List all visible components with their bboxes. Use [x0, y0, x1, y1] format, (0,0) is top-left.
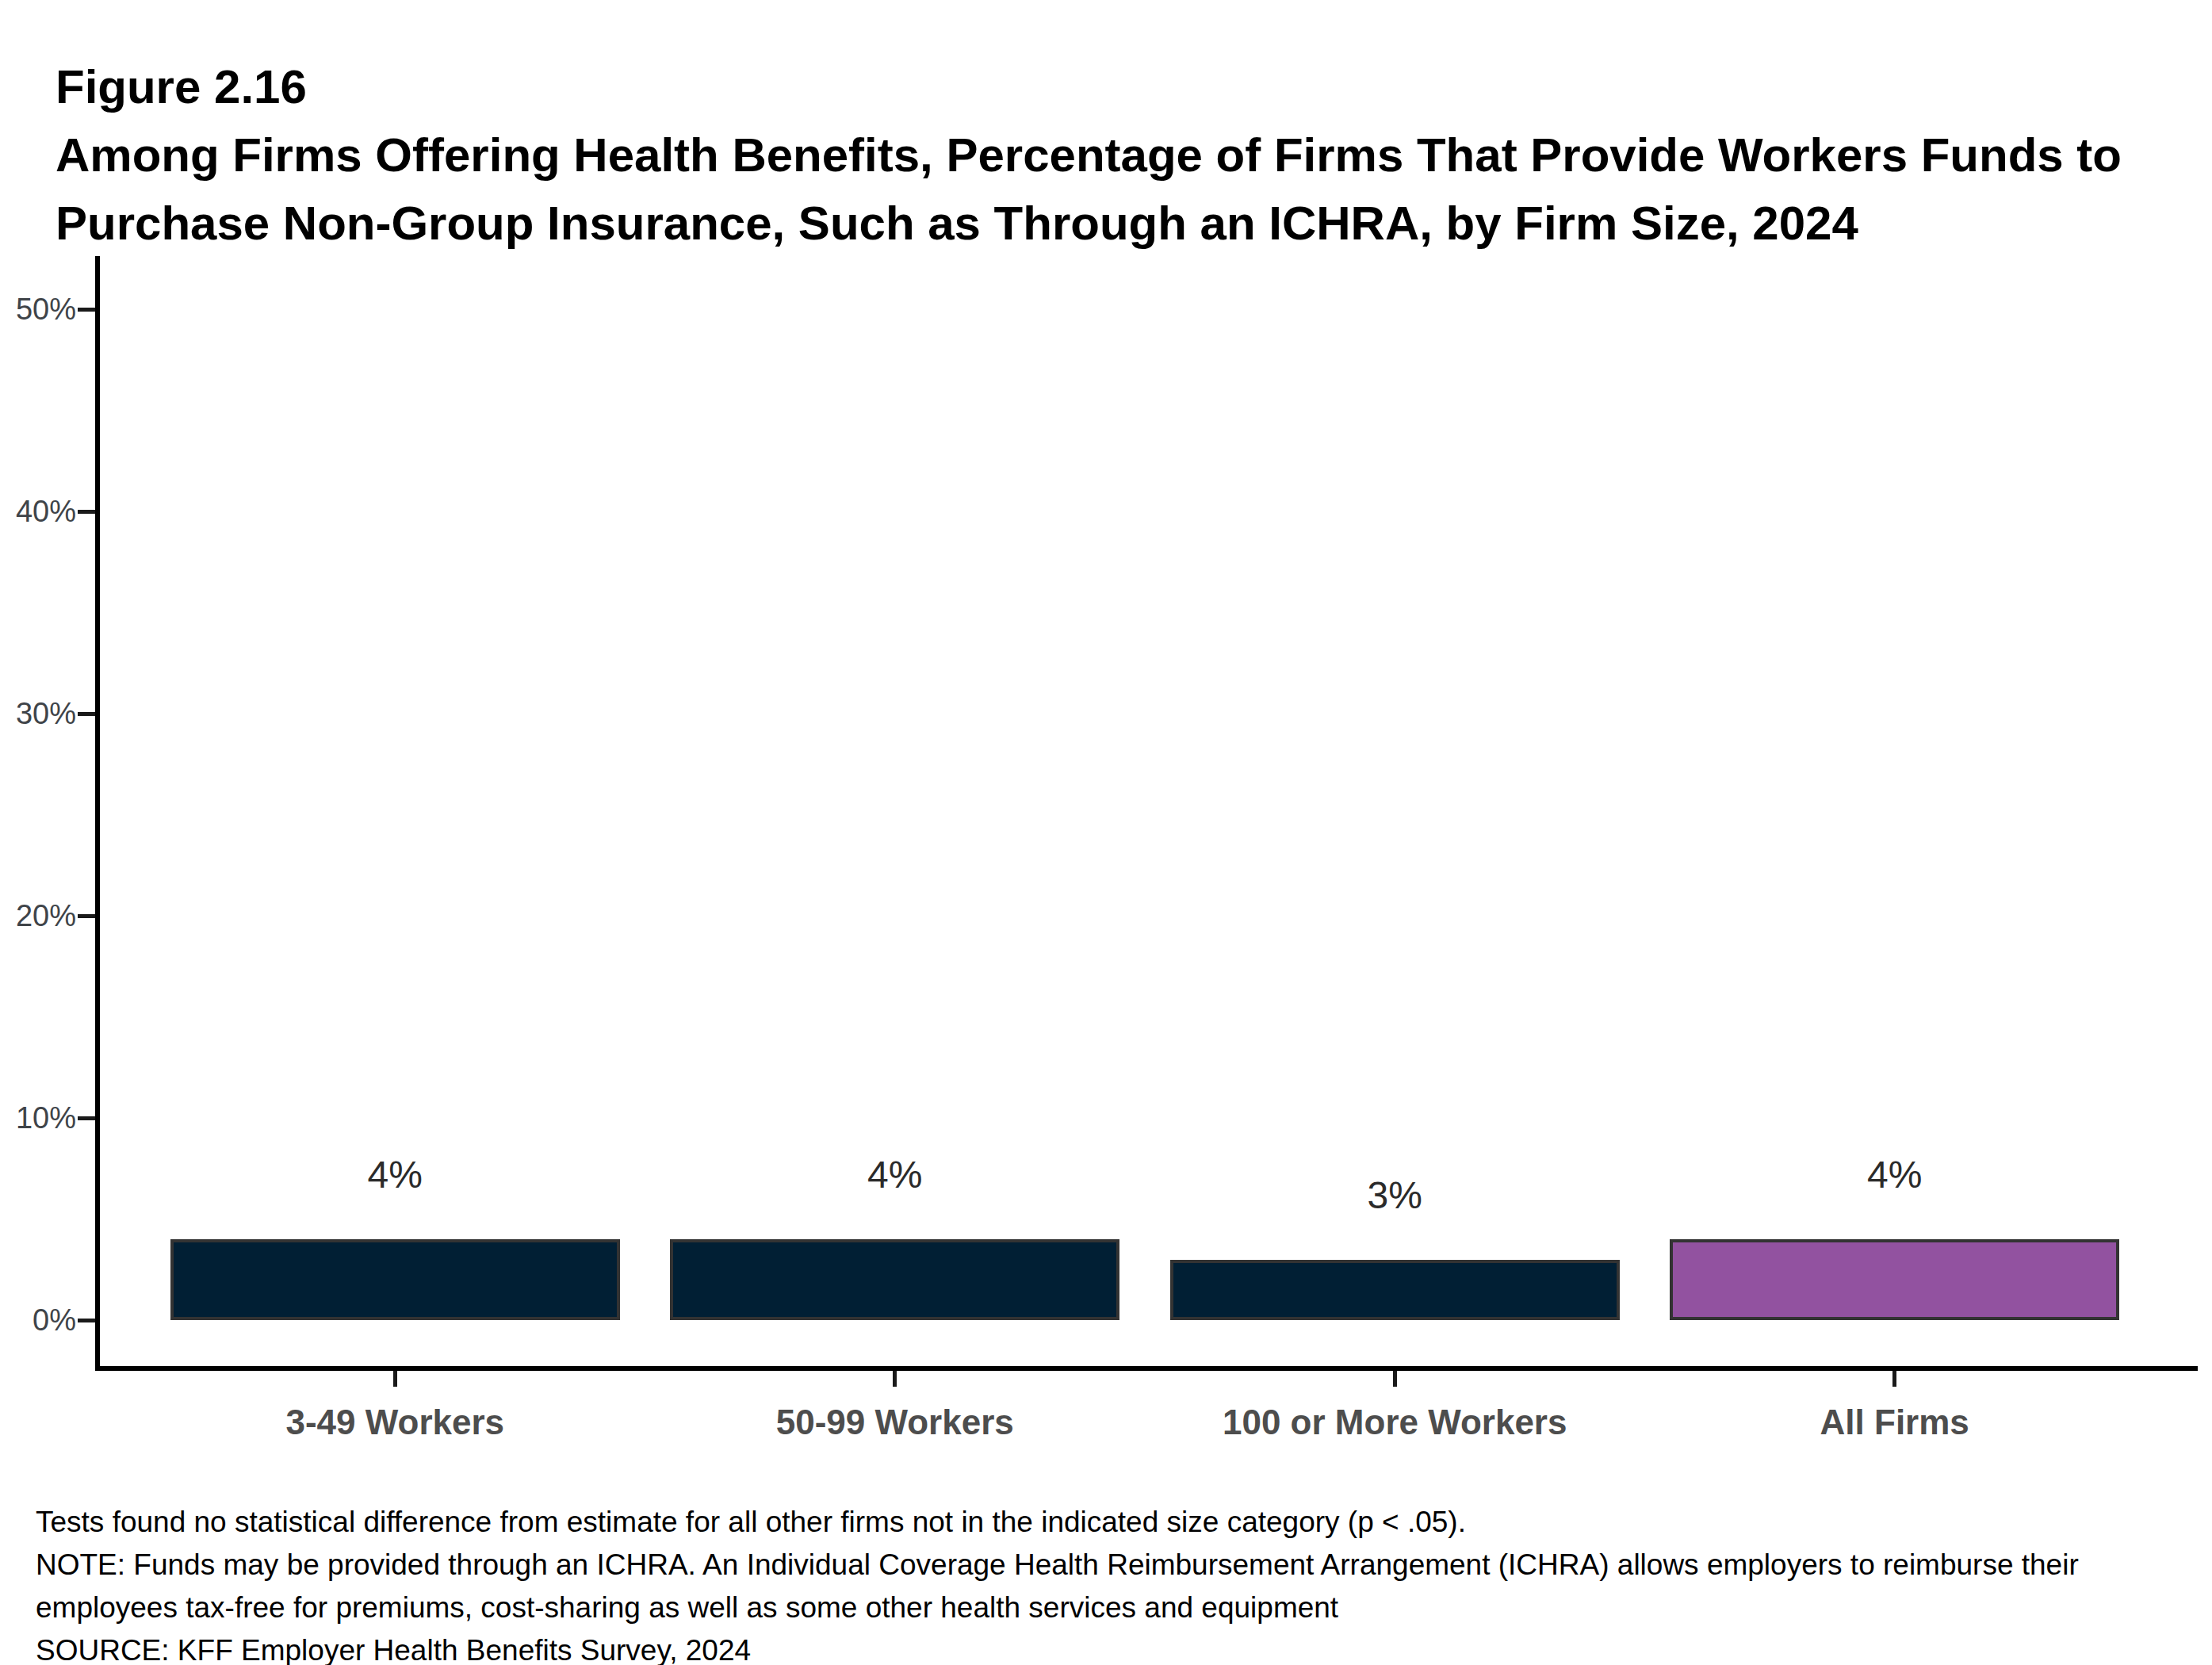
bar-chart: 0% 10% 20% 30% 40% 50% 4% 3-49 Workers 4% 50-99 W…: [0, 0, 2212, 1665]
y-axis-tick: [78, 1319, 95, 1322]
bar-3-49-workers: [170, 1239, 620, 1320]
x-axis-tick-50-99-workers: [893, 1371, 897, 1387]
bar-value-label-3-49-workers: 4%: [276, 1154, 514, 1196]
bar-all-firms: [1670, 1239, 2119, 1320]
x-axis-tick-3-49-workers: [393, 1371, 397, 1387]
y-axis-tick-label: 40%: [0, 494, 76, 529]
footnote-source: SOURCE: KFF Employer Health Benefits Sur…: [36, 1629, 2192, 1665]
x-axis-label-50-99-workers: 50-99 Workers: [633, 1402, 1158, 1443]
bar-value-label-50-99-workers: 4%: [776, 1154, 1014, 1196]
x-axis-label-all-firms: All Firms: [1632, 1402, 2157, 1443]
y-axis-line: [95, 256, 100, 1371]
y-axis-tick: [78, 1116, 95, 1120]
x-axis-label-100-or-more-workers: 100 or More Workers: [1132, 1402, 1657, 1443]
y-axis-tick: [78, 308, 95, 312]
y-axis-tick: [78, 510, 95, 514]
y-axis-tick-label: 30%: [0, 696, 76, 731]
y-axis-tick: [78, 712, 95, 716]
footnote-stat-test: Tests found no statistical difference fr…: [36, 1501, 2192, 1544]
footnotes: Tests found no statistical difference fr…: [36, 1501, 2192, 1665]
x-axis-line: [95, 1366, 2198, 1371]
x-axis-label-3-49-workers: 3-49 Workers: [132, 1402, 657, 1443]
y-axis-tick-label: 0%: [0, 1303, 76, 1338]
bar-value-label-100-or-more-workers: 3%: [1276, 1175, 1514, 1216]
bar-100-or-more-workers: [1170, 1260, 1620, 1321]
y-axis-tick-label: 10%: [0, 1100, 76, 1135]
y-axis-tick-label: 20%: [0, 898, 76, 933]
footnote-note-line-1: NOTE: Funds may be provided through an I…: [36, 1544, 2192, 1587]
bar-50-99-workers: [670, 1239, 1119, 1320]
bar-value-label-all-firms: 4%: [1776, 1154, 2014, 1196]
x-axis-tick-100-or-more-workers: [1393, 1371, 1397, 1387]
y-axis-tick: [78, 914, 95, 918]
footnote-note-line-2: employees tax-free for premiums, cost-sh…: [36, 1587, 2192, 1629]
figure-page: Figure 2.16 Among Firms Offering Health …: [0, 0, 2212, 1665]
x-axis-tick-all-firms: [1892, 1371, 1896, 1387]
y-axis-tick-label: 50%: [0, 292, 76, 327]
